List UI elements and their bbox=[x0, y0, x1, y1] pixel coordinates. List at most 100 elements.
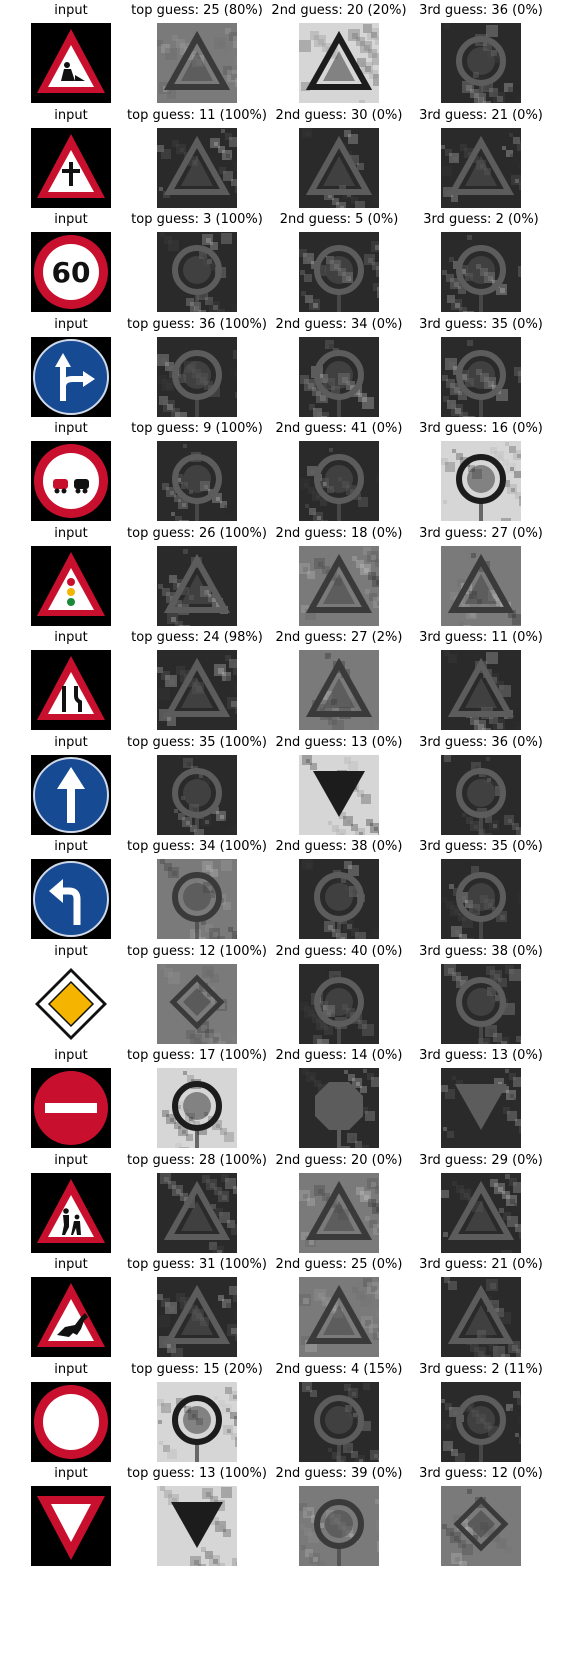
prediction-row: input top guess: 9 (100%) 2nd guess: 41 (0… bbox=[0, 418, 567, 530]
guess-title: top guess: 28 (100%) bbox=[127, 1152, 267, 1168]
guess-cell: top guess: 3 (100%) bbox=[126, 209, 268, 321]
guess-example-image bbox=[441, 23, 521, 103]
guess-cell: 2nd guess: 20 (20%) bbox=[268, 0, 410, 112]
guess-example-image bbox=[299, 650, 379, 730]
input-sign-image bbox=[31, 441, 111, 521]
guess-cell: top guess: 11 (100%) bbox=[126, 105, 268, 217]
guess-example-image bbox=[157, 1486, 237, 1566]
input-sign-image bbox=[31, 1381, 111, 1462]
guess-example-image bbox=[441, 1381, 521, 1462]
guess-title: top guess: 36 (100%) bbox=[127, 316, 267, 332]
guess-title: 3rd guess: 35 (0%) bbox=[419, 839, 543, 854]
guess-cell: 3rd guess: 36 (0%) bbox=[410, 0, 552, 112]
guess-title: top guess: 26 (100%) bbox=[127, 525, 267, 541]
guess-title: 3rd guess: 16 (0%) bbox=[419, 421, 543, 436]
prediction-row: input top guess: 12 (100%) 2nd guess: 40 (… bbox=[0, 941, 567, 1053]
guess-title: top guess: 15 (20%) bbox=[131, 1361, 263, 1377]
prediction-row: input top guess: 25 (80%) 2nd guess: 20 (2… bbox=[0, 0, 567, 112]
prediction-row: input top guess: 26 (100%) 2nd guess: 18 (… bbox=[0, 523, 567, 635]
guess-cell: 3rd guess: 12 (0%) bbox=[410, 1463, 552, 1575]
input-sign-image bbox=[31, 23, 111, 103]
guess-example-image bbox=[441, 859, 521, 939]
input-title: input bbox=[54, 1152, 88, 1168]
guess-cell: 3rd guess: 16 (0%) bbox=[410, 418, 552, 530]
guess-example-image bbox=[441, 754, 521, 835]
guess-example-image bbox=[157, 23, 237, 103]
input-cell: input bbox=[0, 1359, 142, 1471]
guess-cell: 2nd guess: 14 (0%) bbox=[268, 1045, 410, 1157]
guess-example-image bbox=[299, 545, 379, 626]
guess-example-image bbox=[299, 441, 379, 521]
guess-example-image bbox=[441, 1068, 521, 1148]
input-title: input bbox=[54, 839, 88, 854]
guess-example-image bbox=[157, 441, 237, 521]
guess-example-image bbox=[441, 1277, 521, 1357]
input-sign-image bbox=[31, 1068, 111, 1148]
guess-example-image bbox=[157, 545, 237, 626]
guess-title: 3rd guess: 27 (0%) bbox=[419, 525, 543, 541]
guess-cell: 2nd guess: 30 (0%) bbox=[268, 105, 410, 217]
guess-example-image bbox=[441, 127, 521, 208]
guess-title: 3rd guess: 2 (0%) bbox=[423, 212, 539, 227]
guess-example-image bbox=[299, 1172, 379, 1253]
guess-example-image bbox=[441, 1172, 521, 1253]
guess-cell: 2nd guess: 38 (0%) bbox=[268, 836, 410, 948]
guess-cell: top guess: 12 (100%) bbox=[126, 941, 268, 1053]
guess-example-image bbox=[441, 1486, 521, 1566]
input-title: input bbox=[54, 734, 88, 750]
input-cell: input bbox=[0, 1045, 142, 1157]
guess-title: 2nd guess: 20 (20%) bbox=[271, 3, 407, 18]
guess-example-image bbox=[299, 232, 379, 312]
guess-example-image bbox=[299, 336, 379, 417]
input-cell: input bbox=[0, 1150, 142, 1262]
input-cell: input bbox=[0, 1463, 142, 1575]
input-cell: input bbox=[0, 941, 142, 1053]
input-sign-image bbox=[31, 1277, 111, 1357]
guess-cell: 2nd guess: 34 (0%) bbox=[268, 314, 410, 426]
guess-example-image bbox=[157, 1277, 237, 1357]
guess-title: top guess: 35 (100%) bbox=[127, 734, 267, 750]
guess-cell: top guess: 26 (100%) bbox=[126, 523, 268, 635]
guess-cell: top guess: 25 (80%) bbox=[126, 0, 268, 112]
guess-title: 3rd guess: 35 (0%) bbox=[419, 316, 543, 332]
input-sign-image bbox=[31, 545, 111, 626]
input-sign-image bbox=[31, 1172, 111, 1253]
guess-title: 2nd guess: 13 (0%) bbox=[275, 734, 403, 750]
guess-title: 2nd guess: 14 (0%) bbox=[275, 1048, 403, 1063]
guess-title: 2nd guess: 41 (0%) bbox=[275, 421, 403, 436]
svg-text:60: 60 bbox=[52, 256, 91, 289]
input-title: input bbox=[54, 1361, 88, 1377]
input-sign-image bbox=[31, 963, 111, 1044]
prediction-row: input top guess: 13 (100%) 2nd guess: 39 (… bbox=[0, 1463, 567, 1575]
input-cell: input bbox=[0, 732, 142, 844]
guess-title: 2nd guess: 18 (0%) bbox=[275, 525, 403, 541]
guess-example-image bbox=[441, 441, 521, 521]
guess-title: 2nd guess: 27 (2%) bbox=[275, 630, 403, 645]
guess-cell: 3rd guess: 11 (0%) bbox=[410, 627, 552, 739]
guess-title: 2nd guess: 4 (15%) bbox=[275, 1361, 403, 1377]
guess-cell: 3rd guess: 13 (0%) bbox=[410, 1045, 552, 1157]
guess-cell: 3rd guess: 2 (0%) bbox=[410, 209, 552, 321]
guess-example-image bbox=[299, 127, 379, 208]
prediction-row: input top guess: 11 (100%) 2nd guess: 30 (… bbox=[0, 105, 567, 217]
guess-title: 3rd guess: 36 (0%) bbox=[419, 3, 543, 18]
guess-example-image bbox=[299, 1381, 379, 1462]
guess-example-image bbox=[157, 1172, 237, 1253]
guess-cell: 2nd guess: 40 (0%) bbox=[268, 941, 410, 1053]
guess-example-image bbox=[157, 232, 237, 312]
guess-cell: 2nd guess: 5 (0%) bbox=[268, 209, 410, 321]
guess-title: 2nd guess: 40 (0%) bbox=[275, 943, 403, 959]
guess-title: 3rd guess: 38 (0%) bbox=[419, 943, 543, 959]
input-sign-image bbox=[31, 650, 111, 730]
guess-title: top guess: 3 (100%) bbox=[131, 212, 263, 227]
input-cell: input bbox=[0, 105, 142, 217]
guess-cell: 3rd guess: 35 (0%) bbox=[410, 836, 552, 948]
guess-cell: 2nd guess: 4 (15%) bbox=[268, 1359, 410, 1471]
guess-cell: 3rd guess: 35 (0%) bbox=[410, 314, 552, 426]
guess-cell: 2nd guess: 18 (0%) bbox=[268, 523, 410, 635]
guess-cell: 2nd guess: 13 (0%) bbox=[268, 732, 410, 844]
guess-title: 2nd guess: 25 (0%) bbox=[275, 1257, 403, 1272]
guess-cell: 3rd guess: 29 (0%) bbox=[410, 1150, 552, 1262]
guess-example-image bbox=[299, 859, 379, 939]
